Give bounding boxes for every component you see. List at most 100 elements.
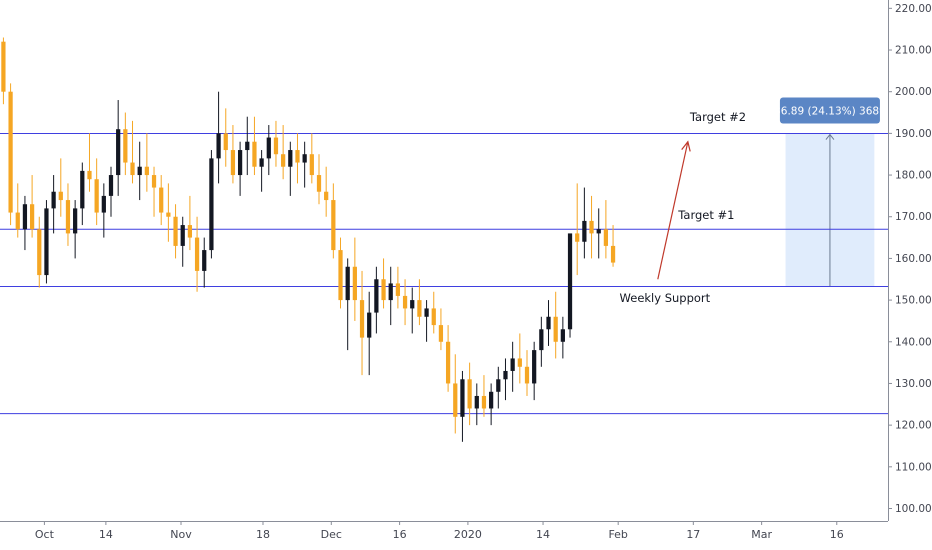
candle-body (216, 133, 221, 159)
candle-body (309, 154, 314, 176)
chart-annotations: Target #2 Target #1 Weekly Support (620, 110, 747, 305)
candle-body (596, 229, 601, 234)
candle-body (532, 350, 537, 384)
candle-body (58, 191, 63, 201)
candle-body (481, 395, 487, 409)
candle-body (460, 379, 465, 417)
candle-body (489, 391, 494, 409)
candle-body (44, 208, 49, 276)
candle-body (288, 150, 293, 167)
candle-body (302, 154, 307, 163)
candle-body (209, 158, 214, 251)
x-tick-label: 16 (393, 528, 407, 541)
candle-body (87, 170, 92, 180)
candle-body (73, 208, 78, 234)
x-tick-label: Dec (321, 528, 342, 541)
time-axis[interactable]: Oct 14 Nov 18 Dec 16 2020 14 Feb 17 Mar 16 (0, 521, 888, 550)
measure-label-background (779, 97, 880, 124)
candle-body (1, 41, 6, 92)
candle-body (503, 370, 508, 380)
candle-body (417, 300, 422, 317)
candle-body (252, 141, 257, 167)
projection-arrow-line (657, 141, 689, 280)
y-tick-label: 200.00 (895, 86, 932, 98)
candle-body (402, 295, 408, 309)
candle-body (187, 225, 193, 238)
candlestick-series (1, 37, 616, 442)
y-tick-label: 170.00 (895, 211, 932, 223)
candle-body (65, 200, 71, 234)
candle-body (295, 150, 300, 163)
candle-body (245, 141, 250, 151)
candle-body (345, 266, 350, 301)
candle-body (316, 175, 322, 192)
y-tick-label: 130.00 (895, 378, 932, 390)
measure-arrow-head (825, 133, 835, 140)
x-tick-label: 14 (536, 528, 550, 541)
candle-body (546, 316, 551, 330)
candle-body (424, 308, 429, 317)
candle-body (589, 220, 594, 234)
candle-body (467, 379, 472, 409)
x-tick-label: Mar (751, 528, 772, 541)
candle-body (166, 212, 171, 217)
candle-body (395, 283, 401, 296)
candle-body (266, 137, 271, 159)
candle-body (381, 279, 386, 301)
candle-body (180, 225, 185, 246)
candle-body (410, 300, 415, 309)
y-tick-label: 110.00 (895, 461, 932, 473)
annotation-label: Target #2 (689, 110, 746, 124)
candle-body (453, 383, 458, 417)
candle-body (338, 250, 343, 301)
candle-body (539, 329, 544, 351)
x-tick-label: Oct (35, 528, 55, 541)
candle-body (137, 166, 142, 176)
candle-body (202, 250, 207, 271)
x-tick-label: 17 (686, 528, 700, 541)
candle-body (510, 358, 515, 371)
candle-body (603, 229, 609, 246)
candle-body (388, 283, 393, 301)
candle-body (560, 329, 565, 342)
x-tick-label: 2020 (454, 528, 482, 541)
x-tick-label: 14 (99, 528, 113, 541)
projection-arrow[interactable] (657, 140, 691, 280)
candle-body (22, 204, 28, 230)
candle-body (553, 316, 558, 342)
candle-body (567, 233, 573, 330)
measure-label: 36.89 (24.13%) 3689 (774, 106, 886, 118)
candle-body (259, 158, 264, 167)
candle-body (29, 204, 35, 230)
candle-body (474, 395, 479, 409)
candle-body (374, 279, 379, 313)
annotation-label: Weekly Support (620, 291, 711, 305)
candle-body (51, 191, 56, 209)
price-axis-background (888, 0, 932, 550)
candle-body (144, 166, 149, 176)
candle-body (151, 175, 157, 188)
measure-range-box[interactable]: 36.89 (24.13%) 3689 (774, 97, 886, 288)
candle-body (130, 162, 135, 176)
x-tick-label: 18 (256, 528, 270, 541)
candle-body (101, 195, 106, 213)
candle-body (108, 175, 114, 196)
candle-body (575, 233, 580, 242)
time-axis-background (0, 521, 888, 550)
candle-body (610, 245, 616, 263)
y-tick-label: 150.00 (895, 295, 932, 307)
candle-body (281, 154, 286, 167)
y-tick-label: 140.00 (895, 336, 932, 348)
projection-arrow-head (681, 140, 691, 152)
price-axis[interactable]: 100.00 110.00 120.00 130.00 140.00 150.00 160.… (888, 0, 932, 550)
candle-body (173, 216, 178, 246)
candle-body (273, 137, 279, 155)
y-tick-label: 180.00 (895, 170, 932, 182)
candle-body (37, 229, 42, 276)
candle-body (352, 266, 357, 301)
candle-body (116, 129, 121, 176)
annotation-label: Target #1 (677, 208, 734, 222)
candle-body (331, 200, 336, 251)
candle-body (445, 341, 451, 384)
